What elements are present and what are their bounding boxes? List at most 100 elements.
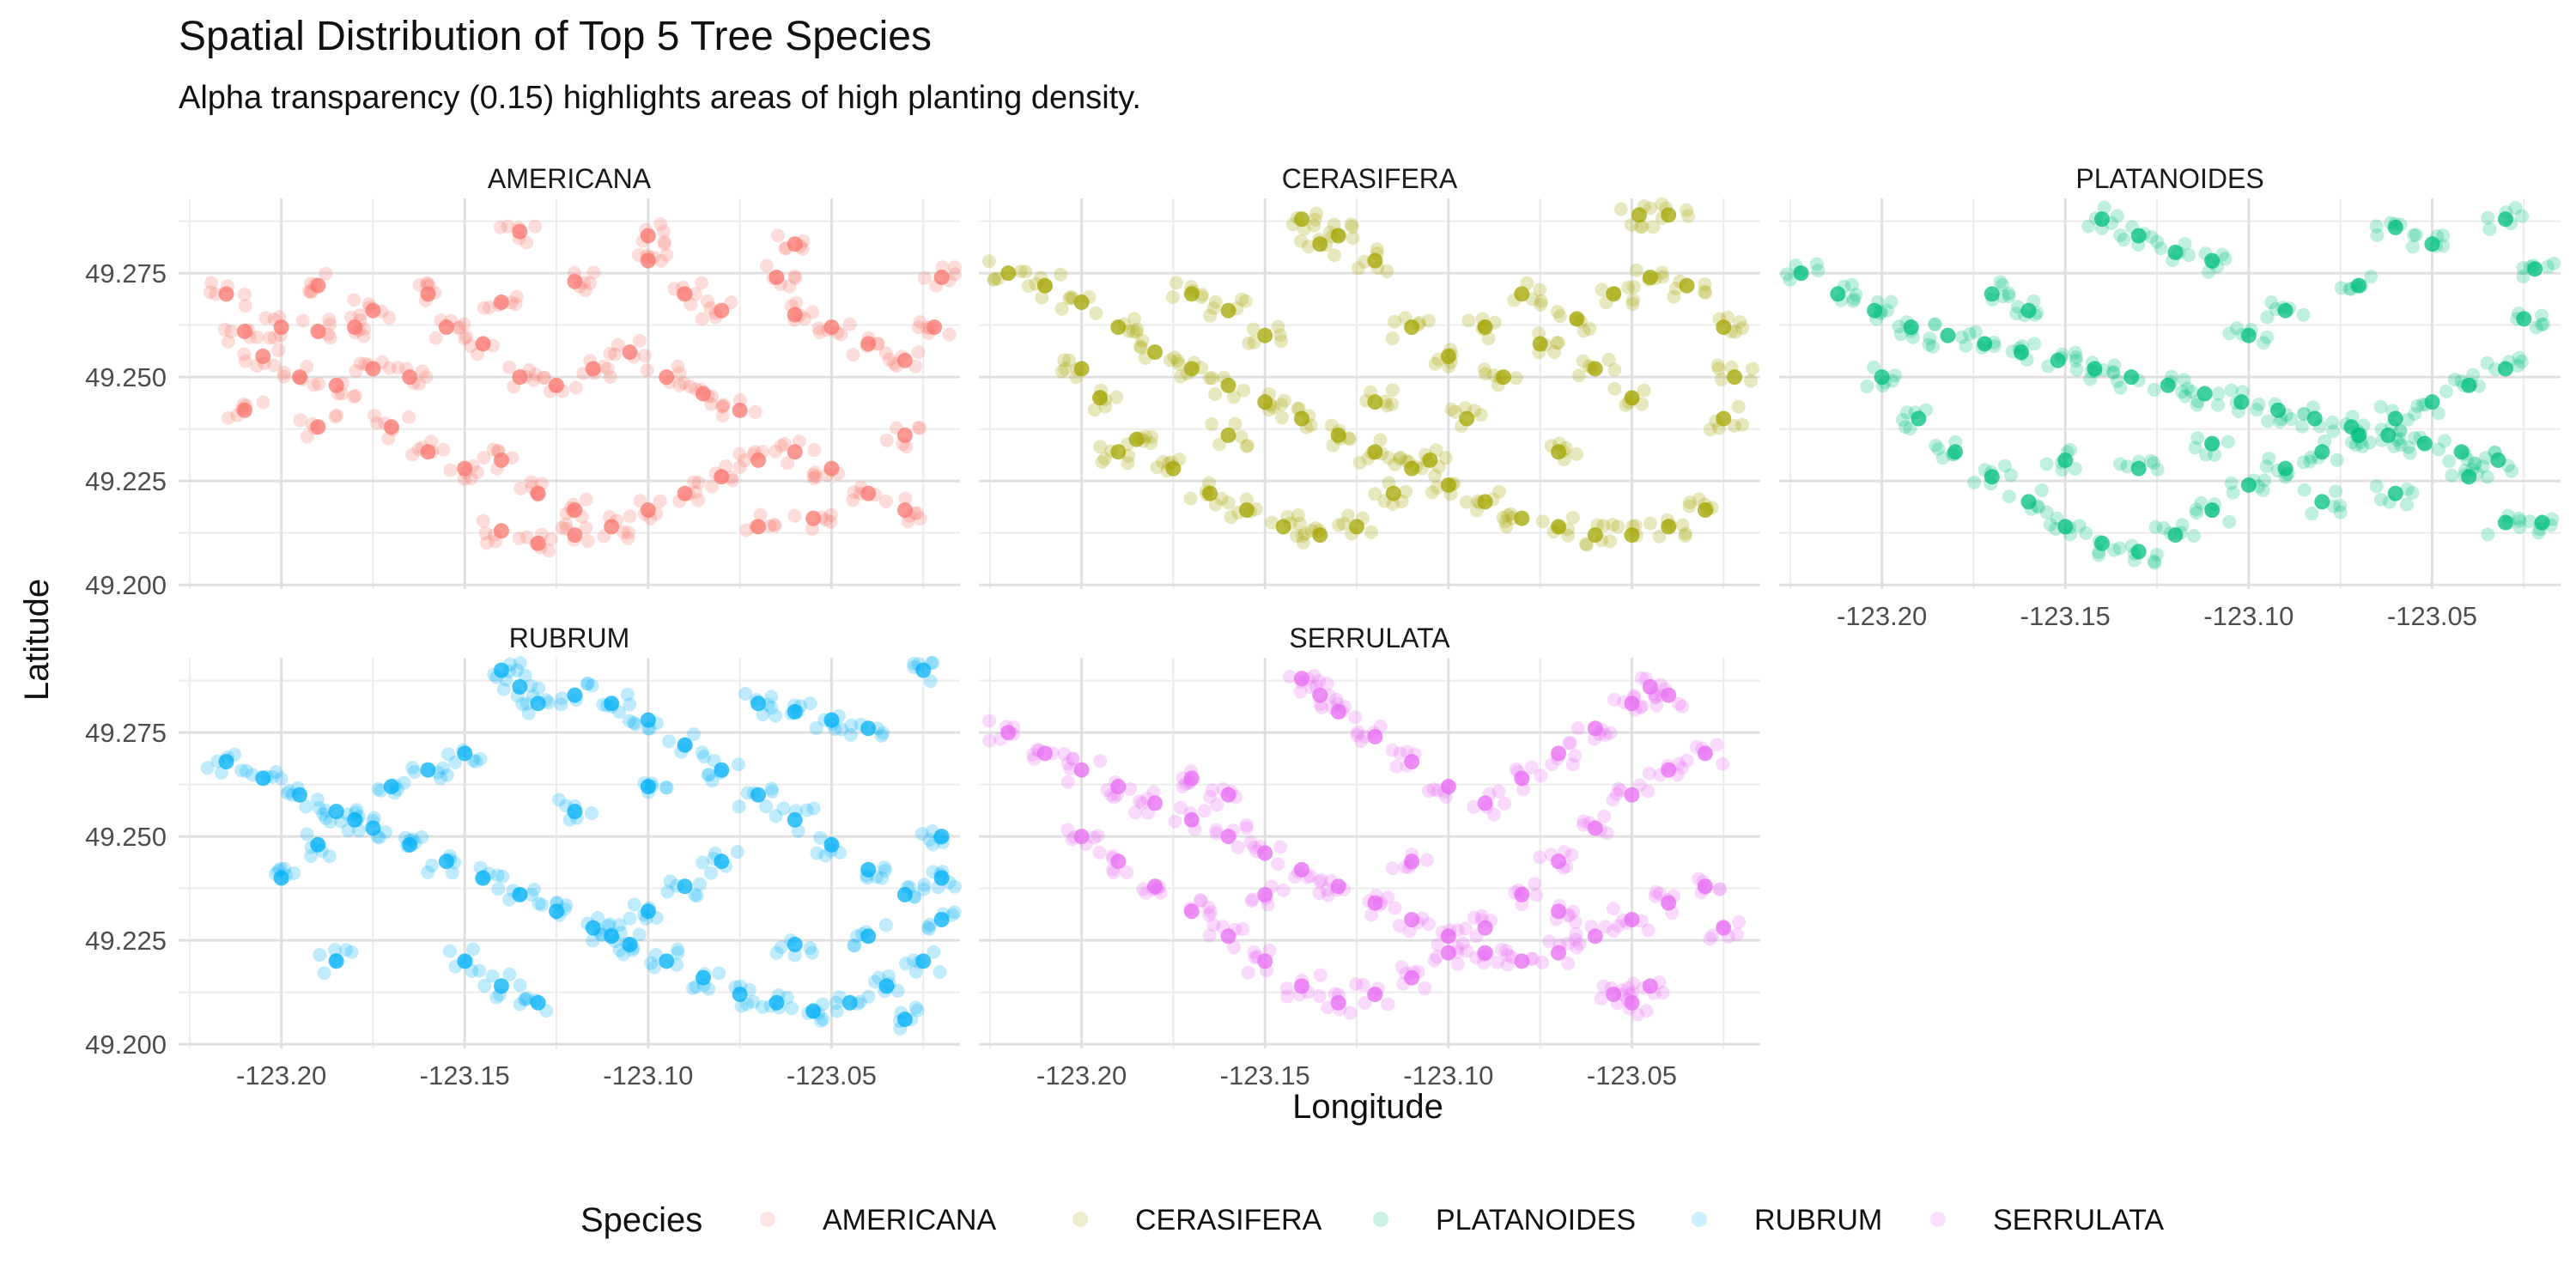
density-point <box>1382 451 1396 465</box>
data-point <box>512 369 528 386</box>
density-point <box>1727 418 1741 433</box>
density-point <box>901 514 915 529</box>
density-point <box>1409 459 1424 474</box>
density-point <box>788 270 803 285</box>
density-point <box>1487 807 1502 822</box>
data-point <box>567 273 583 289</box>
density-point <box>1120 865 1134 879</box>
density-point <box>1273 328 1287 343</box>
density-point <box>274 771 289 786</box>
density-point <box>2224 383 2239 398</box>
density-point <box>2512 350 2526 365</box>
density-point <box>627 715 641 730</box>
density-point <box>834 722 848 737</box>
density-point <box>898 957 913 971</box>
density-point <box>1239 821 1254 835</box>
data-point <box>1624 696 1640 712</box>
data-point <box>1330 994 1346 1011</box>
density-point <box>844 718 859 732</box>
density-point <box>300 429 314 444</box>
data-point <box>255 348 271 364</box>
data-point <box>1642 978 1658 994</box>
density-point <box>1242 336 1256 350</box>
data-point <box>1183 361 1200 377</box>
density-point <box>1421 313 1436 328</box>
data-point <box>640 228 656 244</box>
data-point <box>291 787 307 803</box>
density-point <box>1163 353 1178 368</box>
density-point <box>2148 556 2162 570</box>
data-point <box>1830 286 1846 302</box>
density-point <box>1282 670 1297 684</box>
density-point <box>1126 325 1140 339</box>
facet-strip-label: RUBRUM <box>509 623 629 653</box>
data-point <box>1624 994 1640 1011</box>
density-point <box>2069 362 2084 377</box>
data-point <box>787 307 803 323</box>
density-point <box>1312 674 1327 689</box>
density-point <box>2184 384 2199 398</box>
density-point <box>829 996 843 1011</box>
density-point <box>875 871 890 885</box>
data-point <box>2057 452 2074 468</box>
density-point <box>1615 987 1630 1001</box>
density-point <box>1203 308 1218 323</box>
density-point <box>459 330 474 344</box>
density-point <box>1358 729 1372 744</box>
density-point <box>1467 910 1481 925</box>
density-point <box>1928 317 1942 331</box>
density-point <box>1674 761 1689 775</box>
density-point <box>1501 508 1516 523</box>
density-point <box>2262 451 2276 465</box>
density-point <box>513 997 527 1012</box>
density-point <box>486 442 501 457</box>
density-point <box>1130 322 1145 337</box>
density-point <box>1206 918 1221 933</box>
density-point <box>322 849 337 864</box>
density-point <box>1698 284 1712 299</box>
data-point <box>1716 410 1732 427</box>
density-point <box>1393 450 1407 465</box>
density-point <box>469 754 483 769</box>
data-point <box>1624 527 1640 544</box>
density-point <box>1712 882 1727 896</box>
density-point <box>391 361 405 375</box>
density-point <box>2003 468 2018 483</box>
density-point <box>2478 451 2493 465</box>
density-point <box>1327 217 1341 232</box>
density-point <box>1364 525 1379 539</box>
density-point <box>1572 937 1587 951</box>
density-point <box>603 346 617 361</box>
density-point <box>1430 950 1444 964</box>
density-point <box>2505 464 2519 478</box>
density-point <box>842 317 857 331</box>
density-point <box>1566 904 1581 919</box>
density-point <box>1613 783 1628 798</box>
density-point <box>844 727 859 742</box>
density-point <box>806 468 821 483</box>
density-point <box>513 656 527 670</box>
density-point <box>1133 794 1147 809</box>
density-point <box>299 799 313 814</box>
density-point <box>769 444 783 459</box>
data-point <box>493 523 509 539</box>
density-point <box>1637 383 1651 398</box>
density-point <box>1380 398 1394 413</box>
density-point <box>1561 528 1576 543</box>
density-point <box>769 708 783 723</box>
data-point <box>1183 770 1200 787</box>
density-point <box>921 921 936 936</box>
density-point <box>1500 957 1515 972</box>
density-point <box>445 866 459 880</box>
density-point <box>1887 368 1902 383</box>
density-point <box>295 313 310 328</box>
density-point <box>1342 432 1357 447</box>
density-point <box>2369 479 2384 494</box>
density-point <box>1293 234 1308 248</box>
density-point <box>1606 902 1620 916</box>
facet-panel-serrulata: SERRULATA -123.20 -123.15 -123.10 -123.05 <box>979 623 1760 1091</box>
density-point <box>1428 356 1443 371</box>
density-point <box>1880 303 1894 318</box>
density-point <box>1370 242 1384 257</box>
density-point <box>1321 888 1335 902</box>
